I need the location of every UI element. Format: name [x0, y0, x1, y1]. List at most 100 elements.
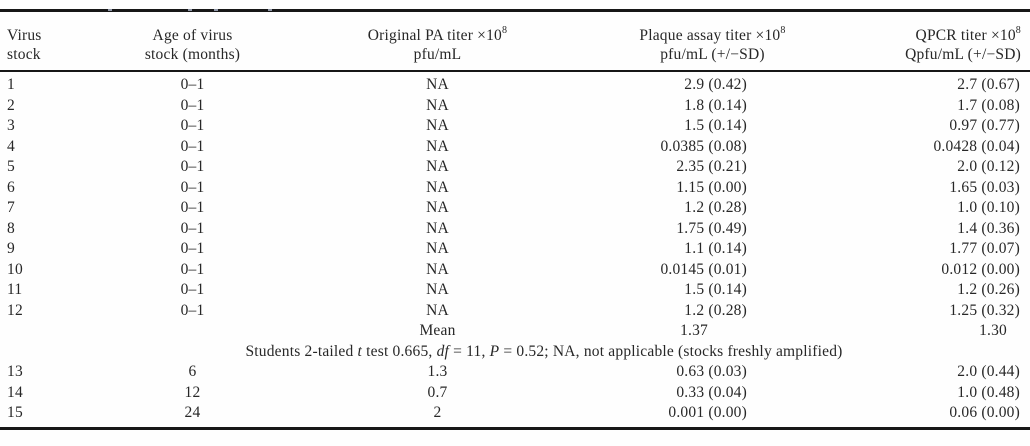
stats-text: = 0.52; NA, not applicable (stocks fresh… — [499, 342, 843, 360]
cell-original-titer: NA — [426, 117, 449, 134]
cell-virus-stock: 11 — [7, 281, 23, 298]
table-row: 11 0–1 NA 1.5 (0.14) 1.2 (0.26) — [0, 280, 1030, 301]
header-original-titer: Original PA titer ×108 pfu/mL — [325, 10, 550, 72]
table-row: 7 0–1 NA 1.2 (0.28) 1.0 (0.10) — [0, 198, 1030, 219]
header-line-2: pfu/mL — [413, 46, 462, 63]
caption-crop-mark — [268, 9, 272, 11]
cell-original-titer: NA — [426, 219, 449, 237]
cell-plaque-titer: 1.1 (0.14) — [684, 240, 747, 257]
table-row: 2 0–1 NA 1.8 (0.14) 1.7 (0.08) — [0, 96, 1030, 117]
cell-virus-stock: 6 — [7, 178, 15, 196]
table-row: 4 0–1 NA 0.0385 (0.08) 0.0428 (0.04) — [0, 137, 1030, 158]
table-row: 14 12 0.7 0.33 (0.04) 1.0 (0.48) — [0, 383, 1030, 404]
caption-crop-mark — [214, 9, 218, 11]
header-row: Virus stock Age of virus stock (months) … — [0, 10, 1030, 72]
stats-text: = 11, — [449, 342, 490, 360]
stats-text: test 0.665, — [362, 342, 437, 360]
superscript: 8 — [1015, 24, 1021, 36]
cell-age: 0–1 — [180, 117, 205, 134]
cell-qpcr-titer: 1.2 (0.26) — [957, 281, 1020, 298]
cell-plaque-titer: 1.8 (0.14) — [684, 96, 747, 114]
cell-original-titer: NA — [426, 260, 449, 278]
stats-row: Students 2-tailed t test 0.665, df = 11,… — [0, 342, 1030, 363]
header-line-2: pfu/mL (+/−SD) — [660, 46, 765, 63]
cell-plaque-titer: 1.2 (0.28) — [684, 301, 747, 319]
cell-plaque-titer: 0.0145 (0.01) — [660, 260, 747, 278]
header-line-1: Age of virus — [152, 27, 233, 44]
header-line-2: Qpfu/mL (+/−SD) — [905, 46, 1021, 63]
cell-qpcr-titer: 0.06 (0.00) — [949, 404, 1020, 421]
cell-age: 0–1 — [180, 219, 205, 237]
header-age: Age of virus stock (months) — [60, 10, 325, 72]
cell-age: 0–1 — [180, 178, 205, 196]
cell-qpcr-titer: 0.97 (0.77) — [949, 117, 1020, 134]
cell-original-titer: NA — [426, 137, 449, 155]
header-virus-stock: Virus stock — [0, 10, 60, 72]
cell-virus-stock: 13 — [7, 363, 23, 380]
cell-qpcr-titer: 2.7 (0.67) — [957, 76, 1020, 93]
cell-qpcr-titer: 0.0428 (0.04) — [933, 137, 1020, 155]
table-row: 3 0–1 NA 1.5 (0.14) 0.97 (0.77) — [0, 116, 1030, 137]
cell-qpcr-titer: 1.25 (0.32) — [949, 301, 1020, 319]
table-row: 10 0–1 NA 0.0145 (0.01) 0.012 (0.00) — [0, 260, 1030, 281]
cell-qpcr-titer: 1.7 (0.08) — [957, 96, 1020, 114]
stats-italic-term: t — [357, 342, 363, 360]
cell-age: 0–1 — [180, 260, 205, 278]
header-qpcr-titer: QPCR titer ×108 Qpfu/mL (+/−SD) — [875, 10, 1030, 72]
cell-age: 24 — [184, 404, 201, 421]
cell-age: 6 — [188, 363, 197, 380]
cell-qpcr-titer: 1.4 (0.36) — [957, 219, 1020, 237]
cell-plaque-titer: 1.75 (0.49) — [676, 219, 747, 237]
cell-original-titer: NA — [426, 76, 449, 93]
cell-original-titer: 2 — [433, 404, 442, 421]
cell-original-titer: NA — [426, 178, 449, 196]
cell-age: 0–1 — [180, 281, 205, 298]
cell-virus-stock: 12 — [7, 301, 23, 319]
cell-original-titer: NA — [426, 158, 449, 175]
cell-virus-stock: 15 — [7, 404, 23, 421]
cell-age: 12 — [184, 383, 201, 401]
superscript: 8 — [502, 24, 508, 36]
caption-crop-mark — [188, 9, 192, 11]
cell-qpcr-titer: 2.0 (0.44) — [957, 363, 1020, 380]
stats-text: Students 2-tailed — [245, 342, 358, 360]
cell-plaque-titer: 0.0385 (0.08) — [660, 137, 747, 155]
cell-virus-stock: 1 — [7, 76, 15, 93]
cropped-caption-artifact — [0, 9, 1030, 12]
cell-virus-stock: 4 — [7, 137, 15, 155]
mean-label: Mean — [419, 322, 456, 339]
stats-italic-term: df — [436, 342, 450, 360]
cell-age: 0–1 — [180, 137, 205, 155]
cell-virus-stock: 9 — [7, 240, 15, 257]
header-line-1: Plaque assay titer ×108 — [639, 24, 786, 44]
cell-plaque-titer: 2.9 (0.42) — [684, 76, 747, 93]
table-row: 8 0–1 NA 1.75 (0.49) 1.4 (0.36) — [0, 219, 1030, 240]
header-line-1: QPCR titer ×108 — [915, 24, 1021, 44]
cell-original-titer: NA — [426, 240, 449, 257]
cell-original-titer: 1.3 — [427, 363, 448, 380]
header-line-2: stock (months) — [144, 46, 241, 63]
table-row: 13 6 1.3 0.63 (0.03) 2.0 (0.44) — [0, 362, 1030, 383]
cell-empty — [0, 321, 60, 342]
cell-plaque-titer: 0.63 (0.03) — [676, 363, 747, 380]
cell-qpcr-titer: 1.77 (0.07) — [949, 240, 1020, 257]
cell-plaque-titer: 1.15 (0.00) — [676, 178, 747, 196]
table-row: 5 0–1 NA 2.35 (0.21) 2.0 (0.12) — [0, 157, 1030, 178]
cell-virus-stock: 3 — [7, 117, 15, 134]
cell-original-titer: 0.7 — [427, 383, 448, 401]
mean-row: Mean 1.37 1.30 — [0, 321, 1030, 342]
cell-qpcr-titer: 1.0 (0.10) — [957, 199, 1020, 216]
stats-italic-term: P — [489, 342, 500, 360]
cell-virus-stock: 14 — [7, 383, 23, 401]
cell-virus-stock: 8 — [7, 219, 15, 237]
table-body: 1 0–1 NA 2.9 (0.42) 2.7 (0.67) 2 0–1 NA 1.8 (0.1… — [0, 71, 1030, 428]
cell-age: 0–1 — [180, 199, 205, 216]
cell-original-titer: NA — [426, 281, 449, 298]
cell-age: 0–1 — [180, 158, 205, 175]
header-line-1: Original PA titer ×108 — [367, 24, 508, 44]
cell-plaque-titer: 1.5 (0.14) — [684, 281, 747, 298]
caption-crop-mark — [108, 9, 112, 11]
table-row: 9 0–1 NA 1.1 (0.14) 1.77 (0.07) — [0, 239, 1030, 260]
cell-qpcr-titer: 1.0 (0.48) — [957, 383, 1020, 401]
cell-original-titer: NA — [426, 96, 449, 114]
